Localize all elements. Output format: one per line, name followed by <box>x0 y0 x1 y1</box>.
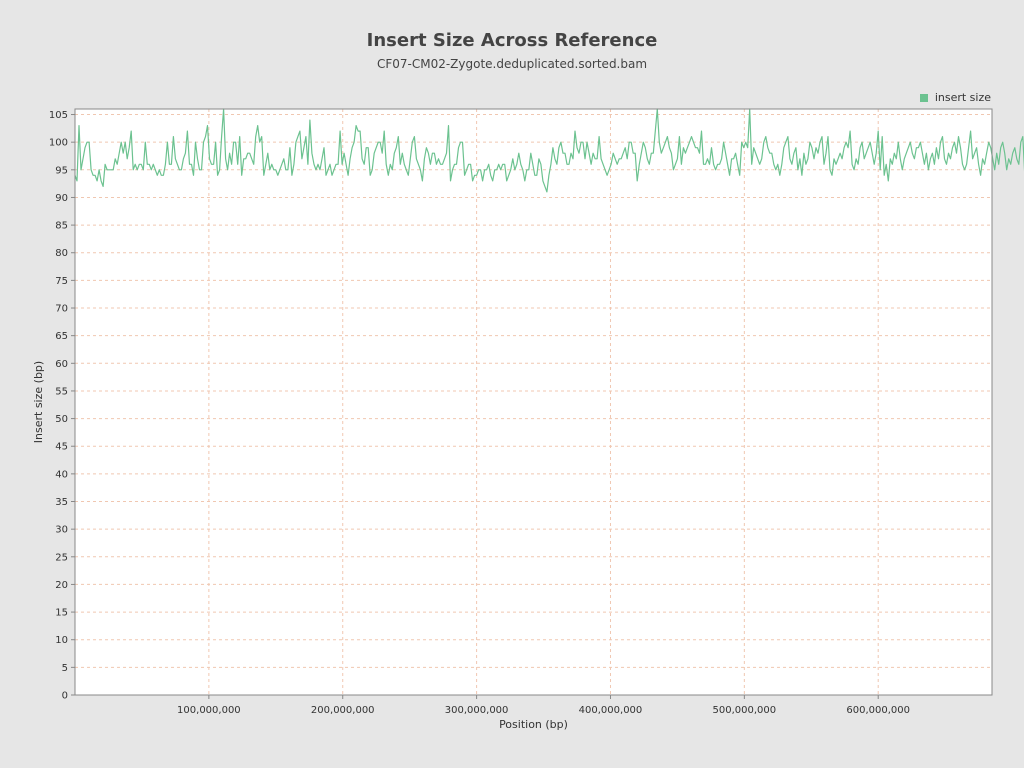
y-tick-label: 95 <box>55 165 68 176</box>
x-tick-label: 100,000,000 <box>177 705 241 716</box>
x-tick-label: 600,000,000 <box>846 705 910 716</box>
legend-label: insert size <box>934 91 991 104</box>
y-tick-label: 0 <box>62 691 68 702</box>
y-tick-label: 105 <box>49 110 68 121</box>
series-line <box>74 108 1024 193</box>
x-tick-label: 400,000,000 <box>579 705 643 716</box>
y-tick-label: 10 <box>55 635 68 646</box>
x-axis: 100,000,000 200,000,000 300,000,000 400,000… <box>177 695 910 716</box>
y-tick-label: 70 <box>55 304 68 315</box>
chart-title: Insert Size Across Reference <box>366 30 658 51</box>
y-tick-label: 40 <box>55 469 68 480</box>
plot-area <box>75 109 992 695</box>
y-tick-label: 65 <box>55 331 68 342</box>
x-axis-label: Position (bp) <box>499 718 568 731</box>
y-tick-label: 55 <box>55 386 68 397</box>
y-tick-label: 45 <box>55 442 68 453</box>
y-tick-label: 90 <box>55 193 68 204</box>
y-tick-label: 25 <box>55 552 68 563</box>
x-tick-label: 300,000,000 <box>445 705 509 716</box>
grid <box>75 109 992 695</box>
chart-subtitle: CF07-CM02-Zygote.deduplicated.sorted.bam <box>376 57 648 71</box>
x-tick-label: 500,000,000 <box>713 705 777 716</box>
series-layer <box>74 108 1024 193</box>
y-tick-label: 5 <box>62 663 68 674</box>
y-tick-label: 20 <box>55 580 68 591</box>
y-tick-label: 50 <box>55 414 68 425</box>
plot-border <box>74 108 993 696</box>
y-tick-label: 75 <box>55 276 68 287</box>
y-tick-label: 30 <box>55 525 68 536</box>
y-axis-label: Insert size (bp) <box>32 361 45 443</box>
y-tick-label: 60 <box>55 359 68 370</box>
legend: insert size <box>919 91 991 104</box>
y-tick-label: 35 <box>55 497 68 508</box>
y-tick-label: 80 <box>55 248 68 259</box>
y-tick-label: 85 <box>55 221 68 232</box>
legend-swatch <box>919 93 928 102</box>
x-tick-label: 200,000,000 <box>311 705 375 716</box>
y-tick-label: 15 <box>55 608 68 619</box>
y-tick-label: 100 <box>49 138 68 149</box>
y-axis: 0 5 10 15 20 25 30 35 40 45 50 55 60 65 70 75 80 85 90 95 10… <box>49 110 75 702</box>
